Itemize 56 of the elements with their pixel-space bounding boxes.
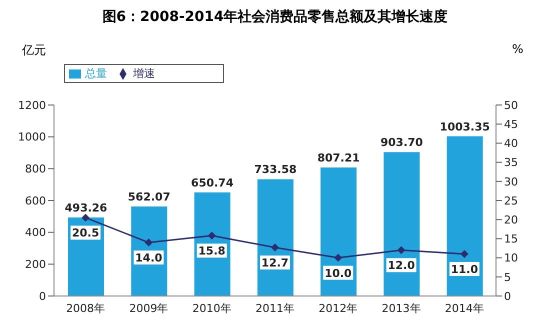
y2-axis-title: % — [512, 42, 524, 56]
y2-tick-label: 35 — [504, 156, 518, 170]
data-label: 10.0 — [324, 266, 352, 280]
y-tick-label: 0 — [39, 290, 46, 303]
bar — [194, 192, 230, 296]
data-label: 12.7 — [261, 256, 289, 270]
y-tick-label: 1000 — [18, 130, 46, 144]
legend-label: 总量 — [85, 67, 107, 80]
x-tick-label: 2008年 — [66, 302, 106, 315]
y-tick-label: 400 — [25, 226, 46, 240]
legend-label: 增速 — [133, 67, 155, 80]
x-tick-label: 2013年 — [382, 302, 421, 315]
y2-tick-label: 15 — [504, 232, 518, 246]
point — [144, 238, 153, 247]
y2-tick-label: 40 — [504, 137, 518, 150]
x-tick-label: 2009年 — [129, 302, 168, 315]
data-label: 903.70 — [380, 136, 424, 150]
y2-tick-label: 10 — [504, 252, 518, 265]
y2-tick-label: 0 — [504, 290, 511, 303]
x-tick-label: 2011年 — [256, 302, 294, 315]
point — [271, 243, 279, 252]
point — [82, 214, 90, 222]
point — [397, 246, 406, 254]
y2-tick-label: 50 — [504, 98, 518, 112]
data-label: 807.21 — [317, 152, 360, 165]
bar — [384, 152, 420, 296]
chart-title: 图6：2008-2014年社会消费品零售总额及其增长速度 — [101, 8, 449, 26]
point — [208, 232, 216, 240]
y-tick-label: 200 — [25, 258, 46, 272]
data-label: 14.0 — [135, 252, 163, 265]
data-label: 11.0 — [450, 262, 478, 276]
y2-tick-label: 20 — [504, 214, 518, 227]
bar — [446, 136, 483, 296]
data-label: 562.07 — [128, 190, 170, 204]
data-label: 650.74 — [191, 176, 234, 190]
y2-tick-label: 45 — [504, 118, 518, 132]
data-label: 15.8 — [198, 244, 226, 258]
y2-tick-label: 5 — [504, 270, 511, 284]
data-label: 733.58 — [254, 163, 297, 176]
data-label: 493.26 — [64, 201, 108, 214]
y2-tick-label: 25 — [504, 194, 518, 208]
x-tick-label: 2014年 — [444, 302, 484, 315]
point — [334, 254, 342, 262]
y-axis-title: 亿元 — [22, 42, 46, 59]
bar — [257, 179, 294, 296]
data-label: 1003.35 — [440, 120, 490, 134]
data-label: 12.0 — [388, 259, 416, 272]
y-tick-label: 800 — [25, 162, 46, 176]
y2-tick-label: 30 — [504, 175, 518, 188]
data-label: 20.5 — [72, 226, 100, 240]
x-tick-label: 2012年 — [318, 302, 358, 315]
y-tick-label: 1200 — [18, 98, 46, 112]
bar — [320, 168, 357, 296]
x-tick-label: 2010年 — [192, 302, 232, 315]
y-tick-label: 600 — [25, 194, 46, 208]
point — [460, 250, 468, 258]
